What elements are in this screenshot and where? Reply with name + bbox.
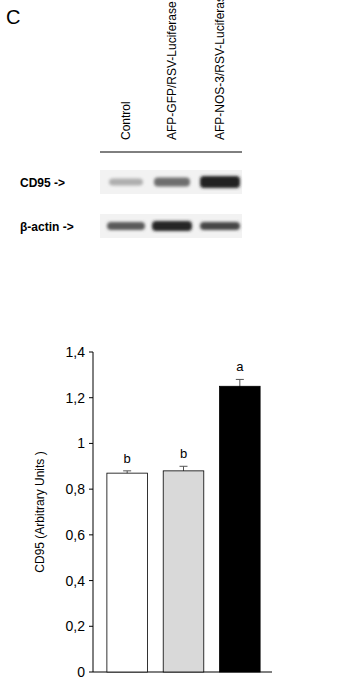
blot-band bbox=[109, 179, 143, 186]
bar bbox=[107, 473, 148, 672]
y-tick-label: 0,8 bbox=[66, 481, 86, 497]
error-cap bbox=[236, 379, 244, 380]
y-tick-label: 1,4 bbox=[66, 344, 86, 360]
y-tick bbox=[89, 443, 93, 444]
y-tick bbox=[89, 626, 93, 627]
blot-column-label: AFP-GFP/RSV-Luciferase bbox=[165, 1, 179, 140]
blot-band bbox=[154, 178, 190, 187]
y-tick bbox=[89, 534, 93, 535]
significance-letter: b bbox=[124, 451, 131, 466]
significance-letter: a bbox=[236, 359, 244, 374]
y-tick bbox=[89, 352, 93, 353]
blot-row-label: β-actin -> bbox=[20, 220, 74, 234]
y-axis bbox=[93, 352, 94, 672]
blot-band bbox=[200, 176, 240, 188]
error-cap bbox=[123, 470, 131, 471]
y-axis-label: CD95 (Arbitrary Units ) bbox=[33, 451, 47, 572]
blot-lane-bg bbox=[100, 214, 242, 238]
y-tick-label: 0 bbox=[77, 664, 85, 680]
figure: C Control AFP-GFP/RSV-Luciferase AFP-NOS-3/… bbox=[0, 0, 349, 685]
significance-letter: b bbox=[180, 446, 187, 461]
y-tick-label: 1 bbox=[77, 435, 85, 451]
y-tick-label: 1,2 bbox=[66, 390, 86, 406]
y-tick-label: 0,4 bbox=[66, 573, 86, 589]
blot-header-line bbox=[100, 152, 242, 153]
blot-band bbox=[107, 222, 145, 230]
blot-band bbox=[152, 221, 192, 231]
bar bbox=[220, 386, 261, 672]
y-tick-label: 0,6 bbox=[66, 527, 86, 543]
panel-label: C bbox=[6, 6, 20, 28]
y-tick bbox=[89, 397, 93, 398]
y-tick bbox=[89, 672, 93, 673]
blot-row-label: CD95 -> bbox=[20, 176, 65, 190]
blot-column-label: Control bbox=[119, 101, 133, 140]
y-tick bbox=[89, 489, 93, 490]
bar bbox=[163, 471, 204, 672]
blot-lane-bg bbox=[100, 170, 242, 194]
y-tick-label: 0,2 bbox=[66, 618, 86, 634]
blot-band bbox=[200, 222, 240, 230]
blot-column-label: AFP-NOS-3/RSV-Luciferase bbox=[213, 0, 227, 140]
y-tick bbox=[89, 580, 93, 581]
error-cap bbox=[180, 466, 188, 467]
